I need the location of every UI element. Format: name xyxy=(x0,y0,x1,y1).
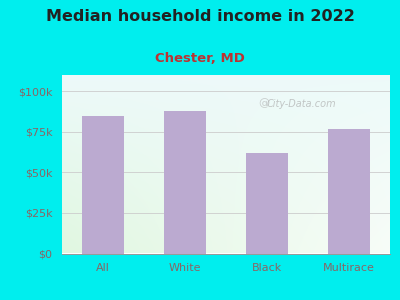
Text: Median household income in 2022: Median household income in 2022 xyxy=(46,9,354,24)
Text: City-Data.com: City-Data.com xyxy=(267,99,336,109)
Bar xyxy=(328,128,370,254)
Bar xyxy=(246,153,288,254)
Bar xyxy=(164,111,206,254)
Text: @: @ xyxy=(258,99,269,109)
Bar xyxy=(82,116,124,254)
Text: Chester, MD: Chester, MD xyxy=(155,52,245,65)
